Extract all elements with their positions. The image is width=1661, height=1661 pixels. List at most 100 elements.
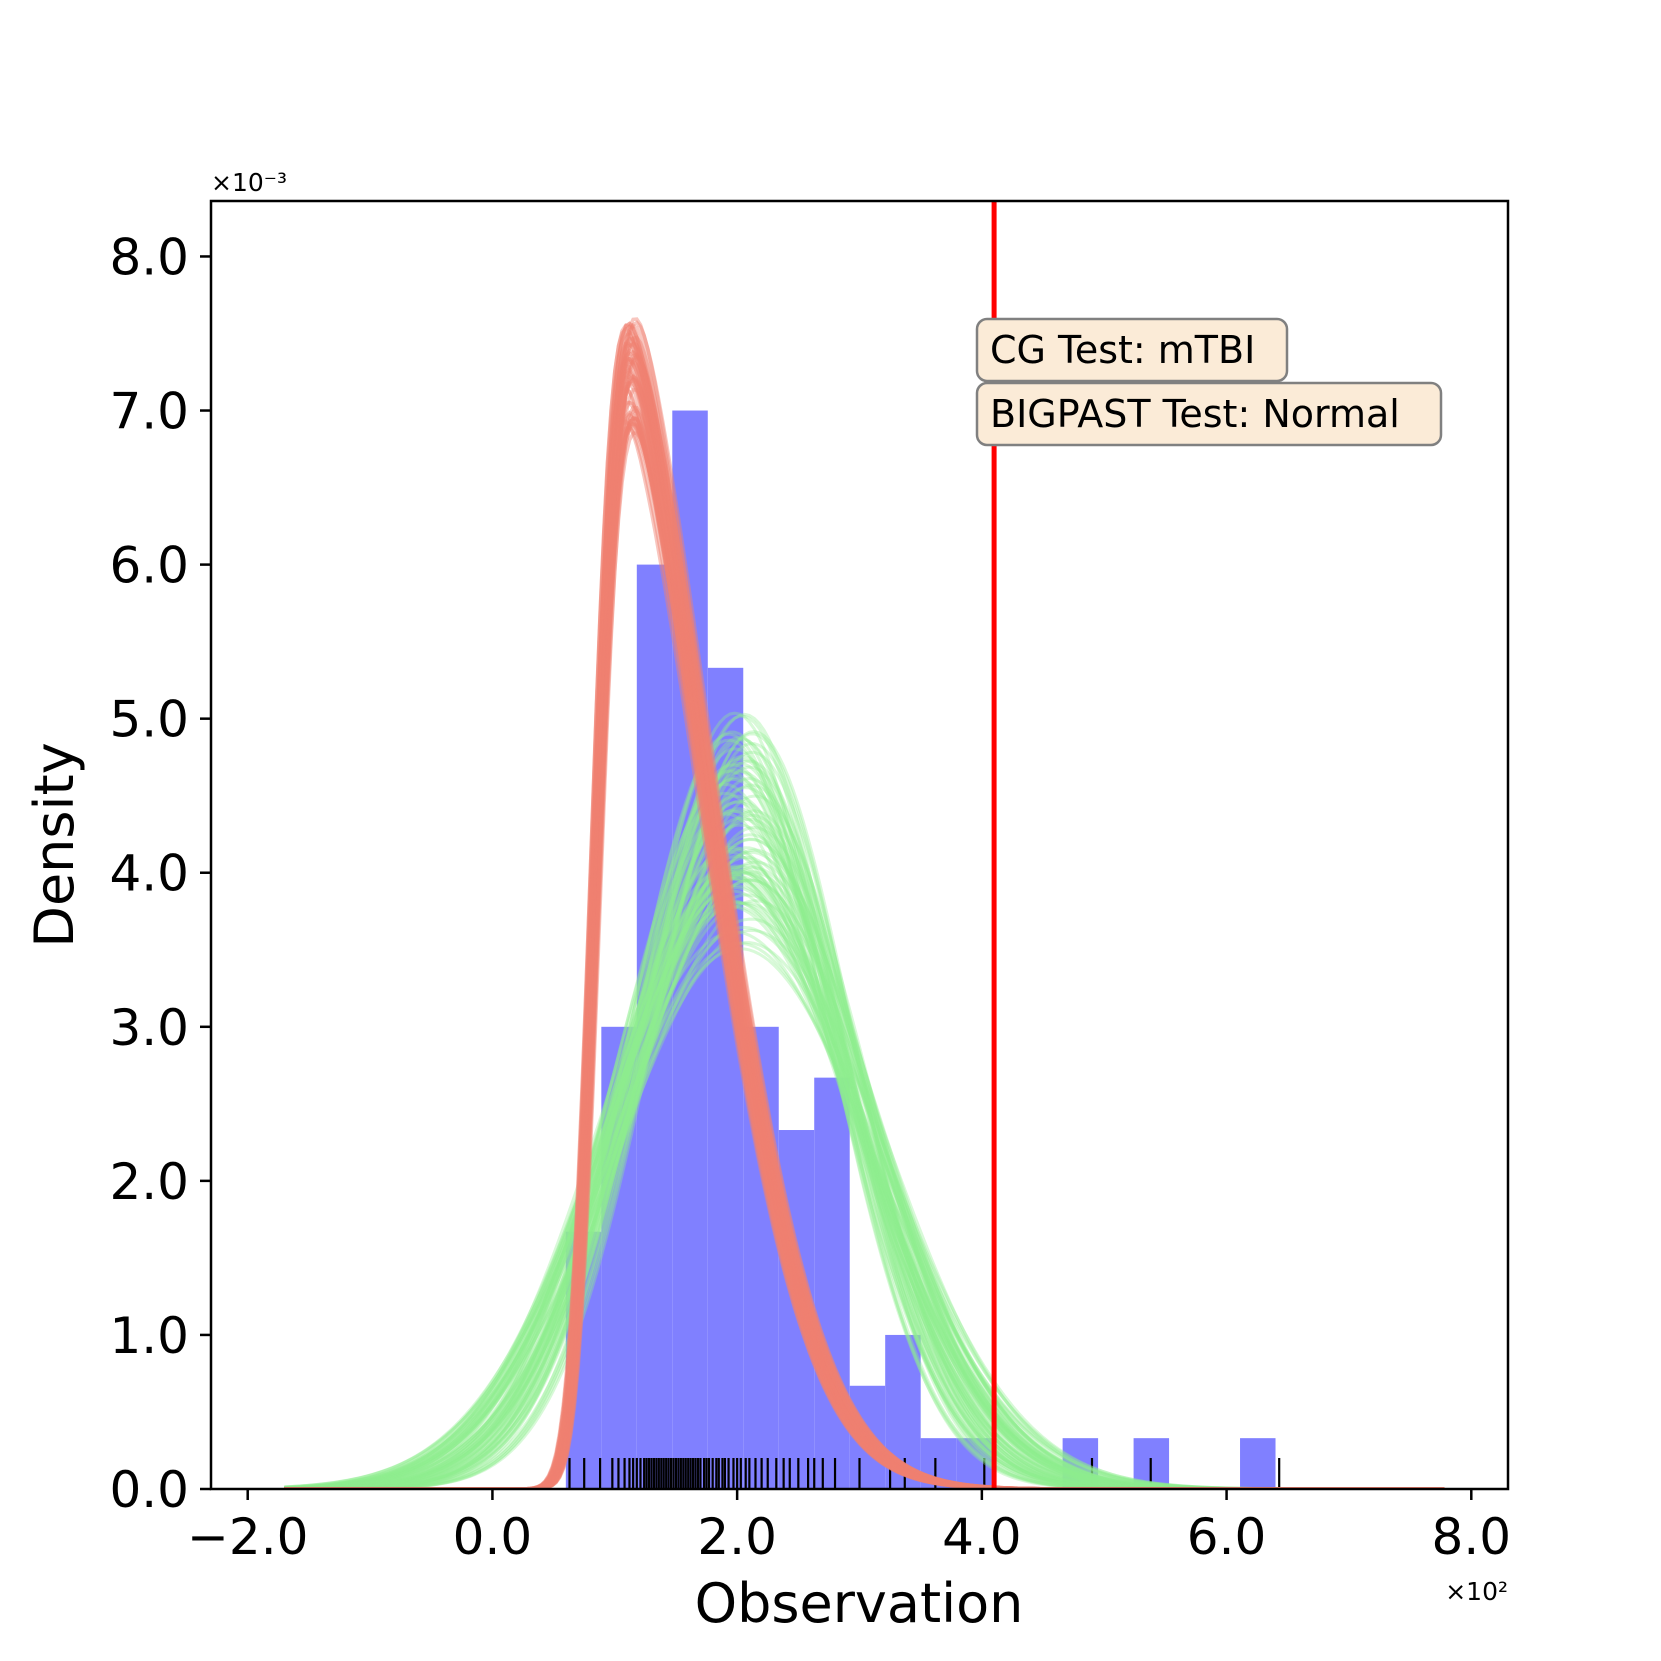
normal-curve (284, 809, 1445, 1489)
skew-normal-curve (284, 356, 1445, 1489)
x-tick-label: −2.0 (187, 1508, 308, 1566)
normal-curve (284, 794, 1445, 1489)
x-tick-label: 4.0 (942, 1508, 1022, 1566)
skew-normal-curve (284, 336, 1445, 1489)
histogram-bar (920, 1438, 957, 1489)
skew-normal-curve (284, 376, 1445, 1489)
skew-normal-curve (284, 421, 1445, 1489)
histogram-bar (565, 1231, 602, 1489)
normal-curve (284, 823, 1445, 1489)
skew-normal-curve (284, 359, 1445, 1489)
normal-curve (284, 730, 1445, 1489)
histogram-bar (672, 410, 708, 1489)
skew-normal-curve (284, 321, 1445, 1489)
skew-normal-curve (284, 356, 1445, 1489)
skew-normal-curve (284, 422, 1445, 1489)
x-scale-label: ×10² (1445, 1577, 1508, 1606)
skew-normal-curve (284, 381, 1445, 1489)
skew-normal-curve (284, 321, 1445, 1489)
normal-curve (284, 738, 1445, 1489)
skew-normal-curve (284, 400, 1445, 1489)
skew-normal-curve (284, 353, 1445, 1489)
skew-normal-curve (284, 341, 1445, 1489)
normal-curve (284, 755, 1445, 1489)
skew-normal-curve (284, 408, 1445, 1489)
skew-normal-curve (284, 367, 1445, 1489)
normal-curve (284, 794, 1445, 1489)
skew-normal-curve (284, 412, 1445, 1489)
histogram-bar (707, 667, 744, 1489)
skew-normal-curve (284, 374, 1445, 1489)
skew-normal-curve (284, 418, 1445, 1489)
y-tick-label: 6.0 (109, 537, 189, 595)
skew-normal-curve (284, 415, 1445, 1489)
normal-curve (284, 777, 1445, 1489)
histogram-bar (1240, 1438, 1276, 1489)
x-axis-ticks: −2.0 0.0 2.0 4.0 6.0 8.0 (187, 1489, 1511, 1566)
normal-curve (284, 816, 1445, 1489)
normal-curve (284, 769, 1445, 1489)
bigpast-test-annotation: BIGPAST Test: Normal (975, 381, 1443, 447)
skew-normal-curve (284, 421, 1445, 1489)
skew-normal-curve (284, 329, 1445, 1489)
histogram-bar (956, 1438, 992, 1489)
skew-normal-curve (284, 405, 1445, 1489)
y-tick-label: 5.0 (109, 691, 189, 749)
normal-curve (284, 732, 1445, 1489)
normal-curve (284, 782, 1445, 1489)
skew-normal-curve (284, 400, 1445, 1489)
normal-curve (284, 712, 1445, 1489)
skew-normal-curve (284, 421, 1445, 1489)
skew-normal-curve (284, 323, 1445, 1489)
skew-normal-curve (284, 332, 1445, 1489)
y-tick-label: 0.0 (109, 1461, 189, 1519)
skew-normal-curve (284, 373, 1445, 1489)
normal-curve (284, 759, 1445, 1489)
skew-normal-curve (284, 349, 1445, 1489)
histogram-bar (814, 1077, 850, 1489)
skew-normal-curve (284, 426, 1445, 1489)
histogram-bar (601, 1026, 637, 1489)
skew-normal-curve (284, 388, 1445, 1489)
normal-curve (284, 776, 1445, 1489)
bigpast-test-box (975, 381, 1443, 447)
skew-normal-curve (284, 424, 1445, 1489)
skew-normal-curve (284, 352, 1445, 1489)
normal-curve (284, 799, 1445, 1489)
y-tick-label: 3.0 (109, 999, 189, 1057)
skew-normal-curve (284, 358, 1445, 1489)
bigpast-test-text: BIGPAST Test: Normal (990, 392, 1400, 436)
skew-normal-curve (284, 335, 1445, 1489)
normal-curve (284, 791, 1445, 1489)
normal-curve (284, 770, 1445, 1489)
skew-normal-curve (284, 350, 1445, 1489)
skew-normal-curve (284, 374, 1445, 1489)
skew-normal-curve (284, 417, 1445, 1489)
skew-normal-curve (284, 336, 1445, 1489)
skew-normal-curve (284, 355, 1445, 1489)
normal-curve (284, 736, 1445, 1489)
skew-normal-curve (284, 415, 1445, 1489)
y-tick-label: 1.0 (109, 1307, 189, 1365)
normal-curve (284, 809, 1445, 1489)
normal-curve (284, 765, 1445, 1489)
skew-normal-curve (284, 410, 1445, 1489)
x-tick-label: 8.0 (1432, 1508, 1512, 1566)
normal-curve (284, 750, 1445, 1489)
normal-curve (284, 812, 1445, 1489)
normal-curve (284, 817, 1445, 1489)
skew-normal-curve (284, 356, 1445, 1489)
normal-curve (284, 732, 1445, 1489)
normal-curve (284, 783, 1445, 1489)
normal-curve (284, 714, 1445, 1489)
normal-curve (284, 813, 1445, 1489)
skew-normal-curve (284, 377, 1445, 1489)
skew-normal-curves (284, 317, 1445, 1489)
skew-normal-curve (284, 431, 1445, 1489)
skew-normal-curve (284, 416, 1445, 1489)
skew-normal-curve (284, 323, 1445, 1489)
y-tick-label: 2.0 (109, 1153, 189, 1211)
cg-test-annotation: CG Test: mTBI (975, 317, 1289, 383)
skew-normal-curve (284, 326, 1445, 1489)
